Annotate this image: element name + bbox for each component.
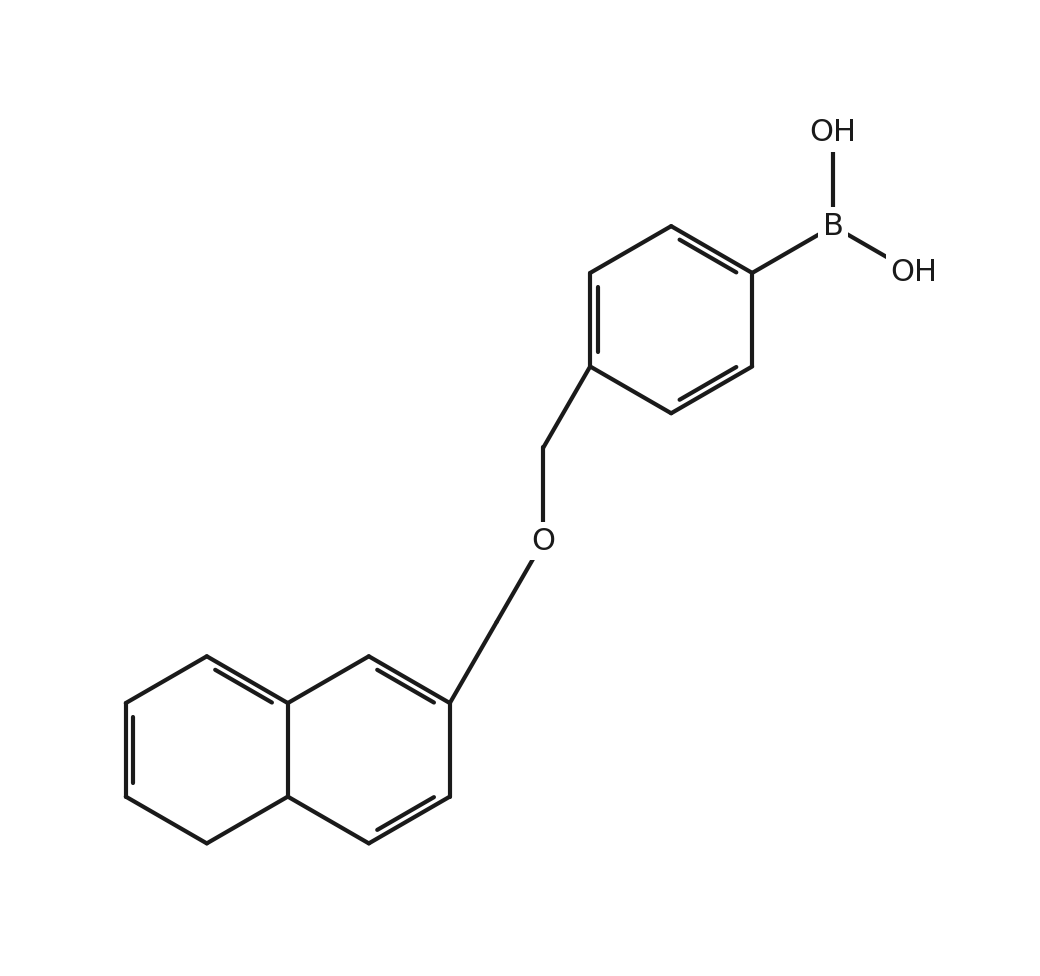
Text: O: O [531, 526, 555, 555]
Text: OH: OH [810, 118, 857, 147]
Text: B: B [823, 212, 843, 241]
Text: OH: OH [890, 259, 938, 287]
